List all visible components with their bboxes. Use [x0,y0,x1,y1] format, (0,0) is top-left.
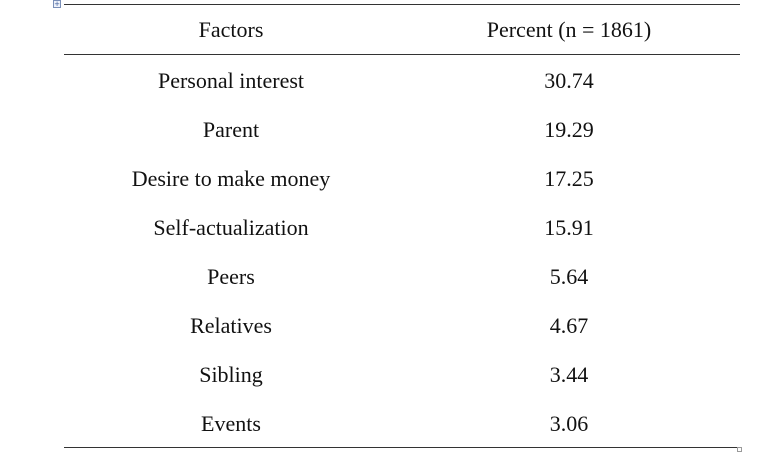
table-bottom-rule [64,447,740,448]
header-percent: Percent (n = 1861) [486,16,652,42]
percent-cell: 3.44 [549,361,589,387]
factor-cell: Desire to make money [131,165,331,191]
table-row: Events 3.06 [64,399,740,448]
table-header-rule [64,54,740,55]
percent-cell: 4.67 [549,312,589,338]
factor-cell: Personal interest [157,67,305,93]
table-row: Self-actualization 15.91 [64,203,740,252]
factor-cell: Self-actualization [153,214,309,240]
factor-cell: Sibling [199,361,263,387]
table-top-rule [64,4,740,5]
percent-cell: 30.74 [544,67,594,93]
percent-cell: 15.91 [544,214,594,240]
table-row: Parent 19.29 [64,105,740,154]
table-row: Relatives 4.67 [64,301,740,350]
table-header-row: Factors Percent (n = 1861) [64,5,740,54]
table-row: Desire to make money 17.25 [64,154,740,203]
table-body: Personal interest 30.74 Parent 19.29 Des… [64,56,740,448]
table-row: Personal interest 30.74 [64,56,740,105]
factor-cell: Parent [202,116,260,142]
percent-cell: 5.64 [549,263,589,289]
table-move-handle-icon[interactable]: + [53,0,61,8]
factor-cell: Events [201,410,261,436]
table-resize-handle-icon[interactable] [737,447,742,452]
percent-cell: 17.25 [544,165,594,191]
percent-cell: 19.29 [544,116,594,142]
table-row: Peers 5.64 [64,252,740,301]
factor-cell: Relatives [190,312,272,338]
factor-cell: Peers [207,263,255,289]
table-row: Sibling 3.44 [64,350,740,399]
percent-cell: 3.06 [549,410,589,436]
header-factors: Factors [198,16,264,42]
